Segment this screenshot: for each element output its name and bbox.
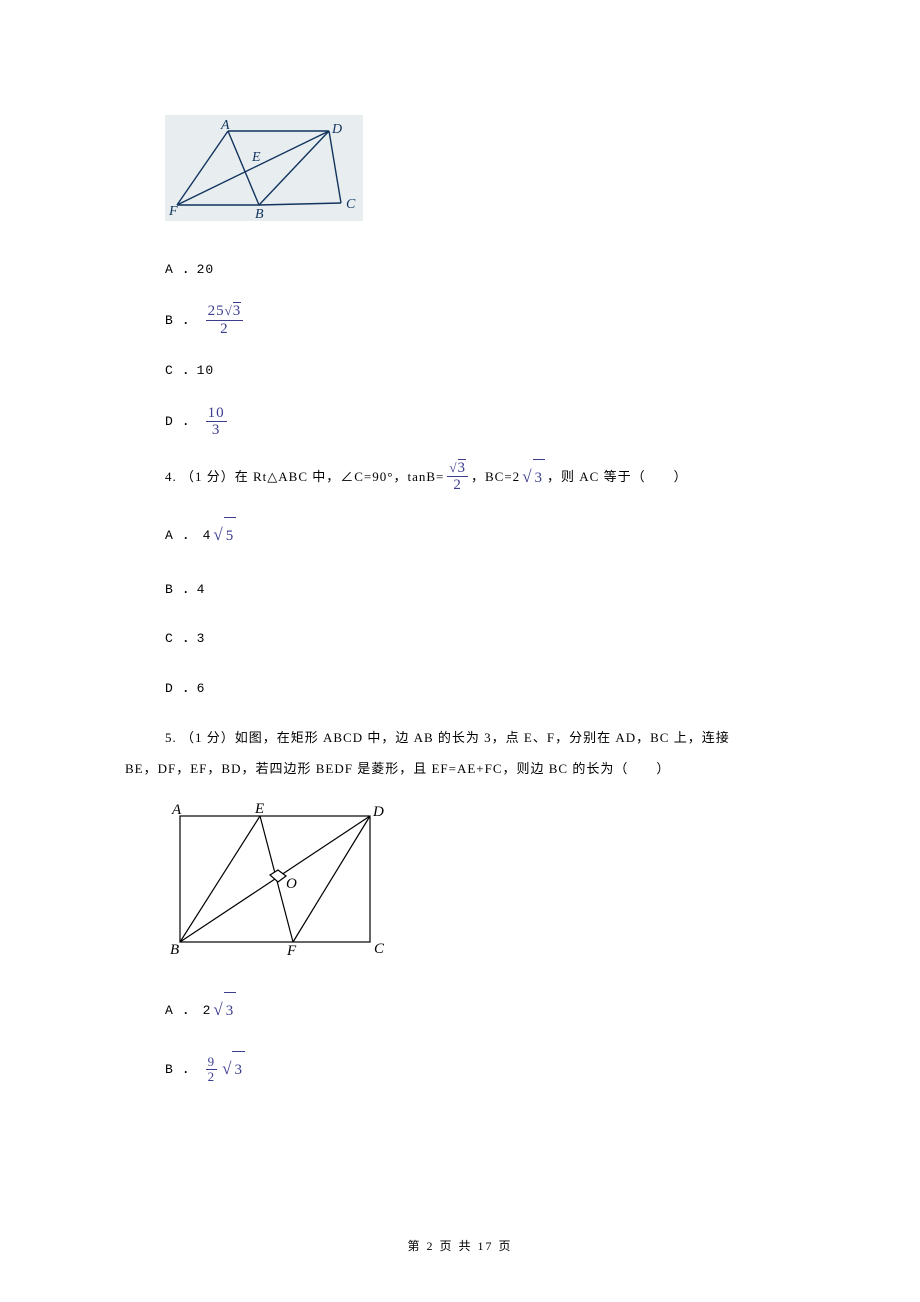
fraction-9-over-2: 9 2 xyxy=(206,1055,218,1085)
q3-label-D: D xyxy=(331,122,342,137)
option-label: B ． xyxy=(165,1054,197,1085)
option-value: 6 xyxy=(197,681,206,696)
option-label: D ． xyxy=(165,681,197,696)
q5-label-C: C xyxy=(374,941,385,957)
q5-stem-line2: BE，DF，EF，BD，若四边形 BEDF 是菱形，且 EF=AE+FC，则边 … xyxy=(125,753,795,784)
option-label: A ． xyxy=(165,995,197,1026)
q5-label-B: B xyxy=(170,942,179,957)
q3-option-b: B ． 25√3 2 xyxy=(165,303,795,337)
q5-label-O: O xyxy=(286,876,297,892)
q4-option-b: B ．4 xyxy=(165,574,795,605)
option-label: A ． xyxy=(165,520,197,551)
q3-option-c: C ．10 xyxy=(165,355,795,386)
q4-option-a: A ． 4 √5 xyxy=(165,515,795,556)
q3-label-F: F xyxy=(168,204,178,219)
option-label: B ． xyxy=(165,305,197,336)
q5-label-A: A xyxy=(171,802,182,818)
q5-figure-svg: A E D O B F C xyxy=(165,802,390,957)
q3-label-B: B xyxy=(255,207,264,221)
q5-stem-line1: 5. （1 分）如图，在矩形 ABCD 中，边 AB 的长为 3，点 E、F，分… xyxy=(165,722,795,753)
q4-option-d: D ．6 xyxy=(165,673,795,704)
q3-figure-svg: A D E F B C xyxy=(165,115,363,221)
option-label: B ． xyxy=(165,582,197,597)
q4-option-c: C ．3 xyxy=(165,623,795,654)
option-label: C ． xyxy=(165,363,197,378)
page-content: A D E F B C A ．20 B ． 25√3 2 C ．10 D ． 1… xyxy=(125,115,795,1090)
option-value: 4 xyxy=(197,582,206,597)
page-footer: 第 2 页 共 17 页 xyxy=(0,1237,920,1254)
q5-label-D: D xyxy=(372,804,384,820)
q5-label-F: F xyxy=(286,943,297,957)
q3-label-A: A xyxy=(220,118,230,133)
option-value: 20 xyxy=(197,262,215,277)
option-value: 2 xyxy=(203,995,212,1026)
q3-label-C: C xyxy=(346,197,356,212)
q5-figure: A E D O B F C xyxy=(165,802,795,968)
q3-option-a: A ．20 xyxy=(165,254,795,285)
option-label: D ． xyxy=(165,406,197,437)
option-value: 10 xyxy=(197,363,215,378)
q5-option-a: A ． 2 √3 xyxy=(165,990,795,1031)
option-value: 3 xyxy=(197,631,206,646)
fraction-25sqrt3-over-2: 25√3 2 xyxy=(206,303,244,337)
sqrt-3-icon: √3 xyxy=(522,457,545,498)
q4-mid: ，BC=2 xyxy=(471,461,520,492)
fraction-sqrt3-over-2: √3 2 xyxy=(447,460,468,494)
q3-label-E: E xyxy=(251,150,261,165)
q4-stem: 4. （1 分）在 Rt△ABC 中，∠C=90°，tanB= √3 2 ，BC… xyxy=(165,457,795,498)
q3-figure: A D E F B C xyxy=(165,115,795,232)
sqrt-3-icon: √3 xyxy=(213,990,236,1031)
fraction-10-over-3: 10 3 xyxy=(206,405,227,439)
option-label: C ． xyxy=(165,631,197,646)
q3-option-d: D ． 10 3 xyxy=(165,405,795,439)
sqrt-3-icon: √3 xyxy=(222,1049,245,1090)
sqrt-5-icon: √5 xyxy=(213,515,236,556)
option-value: 4 xyxy=(203,520,212,551)
q4-suffix: ，则 AC 等于（ ） xyxy=(547,461,688,492)
q4-prefix: 4. （1 分）在 Rt△ABC 中，∠C=90°，tanB= xyxy=(165,461,444,492)
q5-option-b: B ． 9 2 √3 xyxy=(165,1049,795,1090)
option-label: A ． xyxy=(165,262,197,277)
q5-label-E: E xyxy=(254,802,264,817)
